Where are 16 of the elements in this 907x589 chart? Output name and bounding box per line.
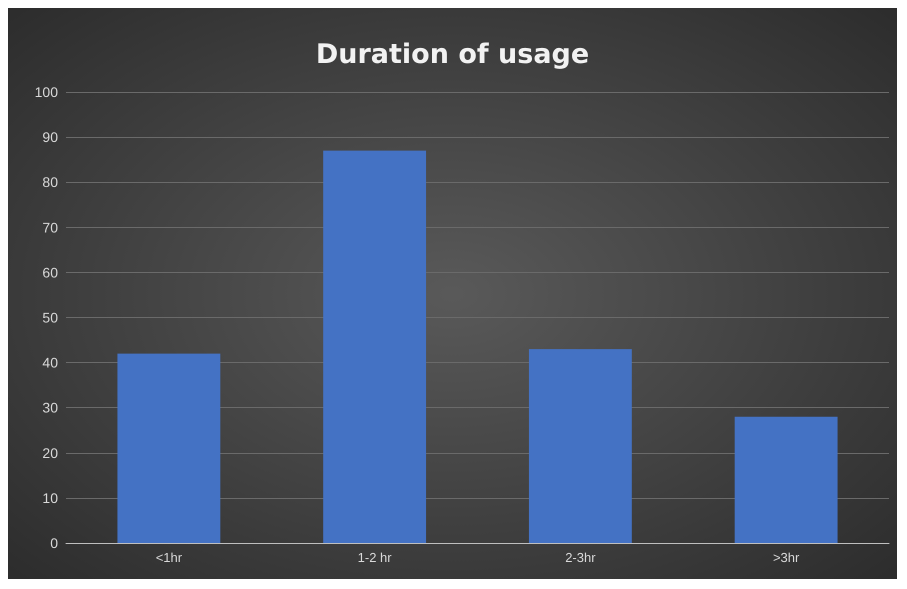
x-tick-label: <1hr bbox=[156, 550, 183, 565]
y-tick-label: 20 bbox=[42, 444, 58, 461]
y-tick-label: 50 bbox=[42, 310, 58, 326]
y-tick-label: 30 bbox=[42, 400, 58, 416]
x-tick-label: >3hr bbox=[772, 550, 800, 565]
x-tick-label: 2-3hr bbox=[565, 550, 596, 565]
y-tick-label: 40 bbox=[42, 354, 58, 371]
y-tick-label: 100 bbox=[34, 84, 58, 100]
y-tick-label: 60 bbox=[42, 264, 58, 280]
y-tick-label: 90 bbox=[42, 129, 58, 146]
y-tick-label: 80 bbox=[42, 174, 58, 190]
chart-title: Duration of usage bbox=[316, 39, 590, 70]
y-tick-label: 70 bbox=[42, 219, 58, 236]
y-tick-label: 10 bbox=[42, 490, 58, 506]
y-tick-label: 0 bbox=[50, 535, 58, 551]
x-tick-label: 1-2 hr bbox=[358, 550, 392, 565]
